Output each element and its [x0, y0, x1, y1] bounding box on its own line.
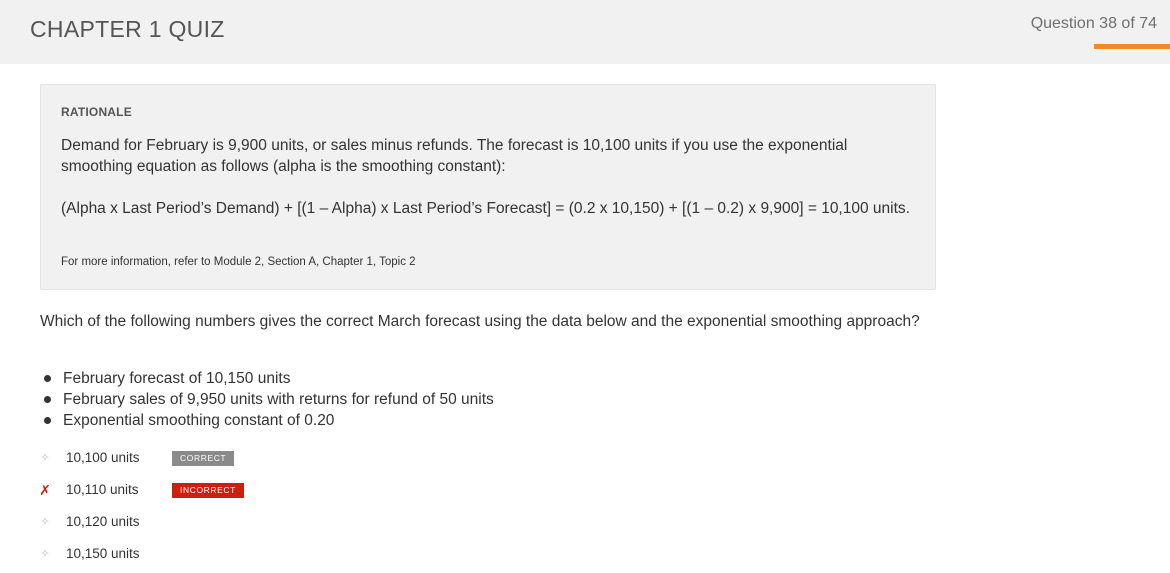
- question-data-list: February forecast of 10,150 units Februa…: [40, 368, 494, 431]
- question-text: Which of the following numbers gives the…: [40, 313, 920, 330]
- answer-option-10100[interactable]: ✧ 10,100 units CORRECT: [36, 447, 296, 469]
- correct-badge: CORRECT: [172, 451, 235, 466]
- progress-bar: [1094, 44, 1170, 49]
- option-label: 10,100 units: [66, 450, 140, 465]
- question-progress-label: Question 38 of 74: [1030, 15, 1157, 32]
- rationale-panel: RATIONALE Demand for February is 9,900 u…: [40, 84, 936, 290]
- list-item: February sales of 9,950 units with retur…: [40, 389, 494, 410]
- answer-option-10110[interactable]: ✗ 10,110 units INCORRECT: [36, 479, 296, 501]
- rationale-reference: For more information, refer to Module 2,…: [61, 256, 416, 268]
- rationale-formula: (Alpha x Last Period’s Demand) + [(1 – A…: [61, 200, 910, 217]
- list-item: Exponential smoothing constant of 0.20: [40, 410, 494, 431]
- option-diamond-icon: ✧: [40, 516, 50, 528]
- option-label: 10,110 units: [66, 482, 139, 497]
- list-item: February forecast of 10,150 units: [40, 368, 494, 389]
- answer-option-10120[interactable]: ✧ 10,120 units: [36, 511, 296, 533]
- option-diamond-icon: ✧: [40, 548, 50, 560]
- answer-option-10150[interactable]: ✧ 10,150 units: [36, 543, 296, 565]
- quiz-title: CHAPTER 1 QUIZ: [30, 16, 225, 42]
- rationale-heading: RATIONALE: [61, 105, 132, 119]
- incorrect-badge: INCORRECT: [172, 483, 244, 498]
- rationale-explanation: Demand for February is 9,900 units, or s…: [61, 137, 848, 175]
- option-diamond-icon: ✧: [40, 452, 50, 464]
- option-label: 10,150 units: [66, 546, 140, 561]
- option-label: 10,120 units: [66, 514, 140, 529]
- quiz-header: CHAPTER 1 QUIZ Question 38 of 74: [0, 0, 1170, 64]
- incorrect-x-icon: ✗: [39, 482, 51, 498]
